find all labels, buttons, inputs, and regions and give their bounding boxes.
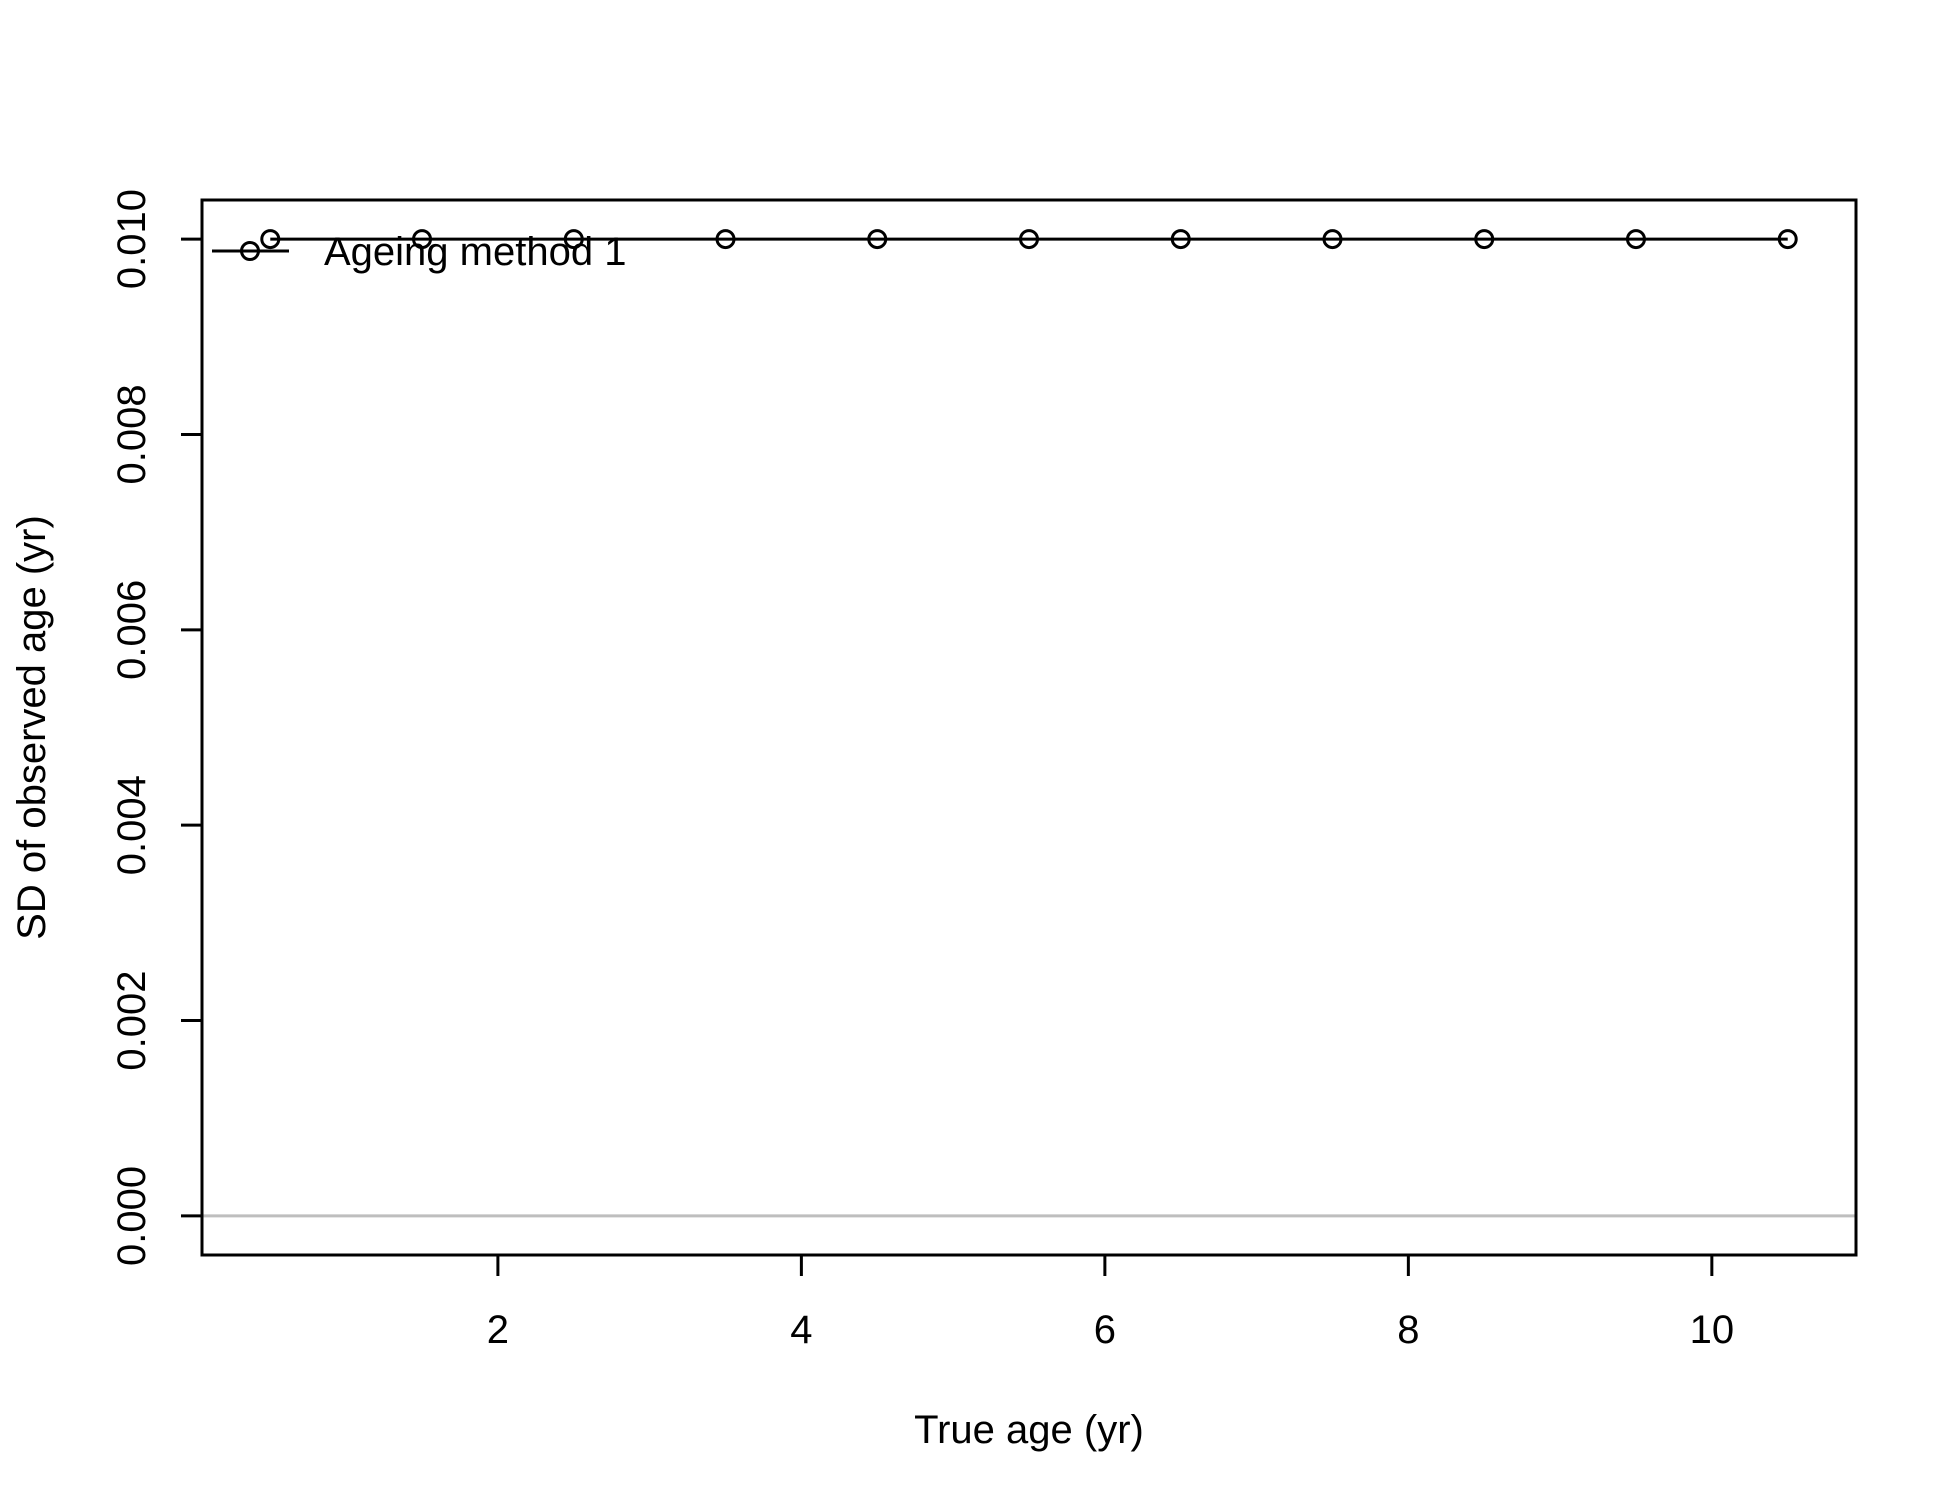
- axes: 2 4 6 8 10 0.000 0.002 0.004 0.006 0.008 0.010: [110, 189, 1858, 1352]
- y-tick-label: 0.010: [110, 189, 154, 289]
- data-point: [1170, 229, 1191, 250]
- data-point: [1019, 229, 1039, 250]
- plot-area: [202, 229, 1856, 1218]
- y-tick-label: 0.002: [110, 971, 154, 1071]
- data-point: [563, 229, 584, 250]
- plot-frame: [200, 198, 1858, 1257]
- data-point: [260, 229, 281, 250]
- y-tick-label: 0.006: [110, 580, 154, 680]
- data-point: [1625, 229, 1646, 250]
- x-tick-label: 8: [1397, 1308, 1419, 1352]
- data-point: [1474, 229, 1495, 250]
- y-tick-label: 0.004: [110, 775, 154, 875]
- x-tick-label: 2: [487, 1308, 509, 1352]
- data-point: [412, 229, 433, 250]
- legend-label: Ageing method 1: [324, 230, 626, 274]
- legend-marker-sample: [240, 241, 260, 261]
- x-tick-label: 10: [1690, 1308, 1735, 1352]
- data-point: [867, 229, 888, 250]
- x-tick-label: 6: [1094, 1308, 1116, 1352]
- data-point: [1777, 229, 1798, 250]
- data-point: [715, 229, 736, 250]
- x-axis-label: True age (yr): [914, 1408, 1144, 1452]
- y-tick-label: 0.008: [110, 384, 154, 484]
- y-tick-label: 0.000: [110, 1166, 154, 1266]
- legend: Ageing method 1: [212, 230, 626, 274]
- data-point: [1322, 229, 1343, 250]
- x-tick-label: 4: [790, 1308, 812, 1352]
- y-axis-label: SD of observed age (yr): [10, 515, 54, 940]
